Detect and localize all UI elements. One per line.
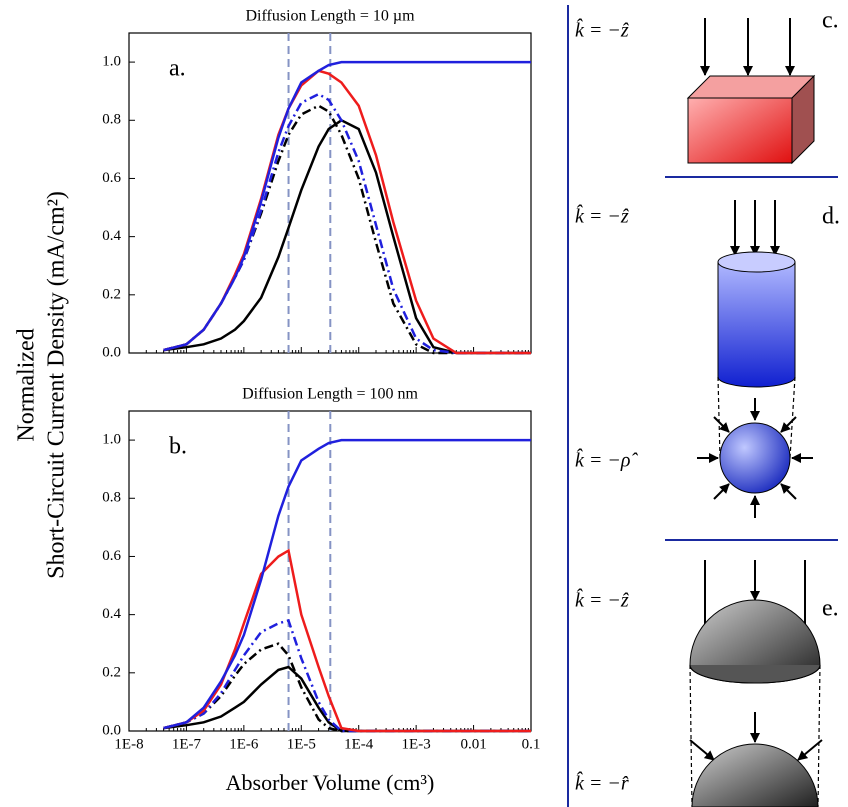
x-tick-label: 0.1 [522, 736, 541, 752]
panel-label: b. [169, 434, 187, 460]
y-tick-label: 0.0 [102, 344, 121, 360]
y-tick-label: 1.0 [102, 54, 121, 70]
y-tick-label: 0.6 [102, 548, 121, 564]
y-tick-label: 0.4 [102, 606, 121, 622]
equation: k̂ = −r̂ [575, 771, 629, 795]
data-line [163, 69, 531, 355]
equation: k̂ = −ẑ [575, 204, 629, 228]
y-tick-label: 0.8 [102, 490, 121, 506]
data-line [163, 438, 531, 730]
y-tick-label: 0.0 [102, 722, 121, 738]
y-tick-label: 1.0 [102, 432, 121, 448]
data-line [163, 618, 531, 733]
diagrams [567, 5, 838, 807]
y-axis-label: Normalized [14, 328, 40, 441]
x-tick-label: 0.01 [460, 736, 486, 752]
data-line [163, 104, 531, 355]
y-tick-label: 0.8 [102, 112, 121, 128]
x-tick-label: 1E-7 [172, 736, 202, 752]
data-line [163, 548, 531, 733]
y-tick-label: 0.4 [102, 228, 121, 244]
panel-label: d. [822, 204, 840, 230]
x-tick-label: 1E-8 [114, 736, 143, 752]
y-tick-label: 0.6 [102, 170, 121, 186]
x-tick-label: 1E-6 [229, 736, 259, 752]
equation: k̂ = −ẑ [575, 588, 629, 612]
chart-title: Diffusion Length = 100 nm [242, 386, 418, 403]
x-tick-label: 1E-5 [287, 736, 316, 752]
data-line [163, 92, 531, 355]
panel-label: e. [822, 596, 839, 622]
data-line [163, 60, 531, 352]
y-tick-label: 0.2 [102, 286, 121, 302]
x-tick-label: 1E-4 [344, 736, 374, 752]
y-tick-label: 0.2 [102, 664, 121, 680]
y-axis-label: Short-Circuit Current Density (mA/cm²) [44, 191, 70, 579]
panel-label: a. [169, 56, 186, 82]
x-tick-label: 1E-3 [402, 736, 431, 752]
x-axis-label: Absorber Volume (cm³) [226, 770, 435, 795]
data-line [163, 118, 531, 355]
panel-label: c. [822, 8, 839, 34]
equation: k̂ = −ρ̂ [575, 448, 638, 472]
equation: k̂ = −ẑ [575, 18, 629, 42]
chart-title: Diffusion Length = 10 µm [245, 8, 415, 25]
